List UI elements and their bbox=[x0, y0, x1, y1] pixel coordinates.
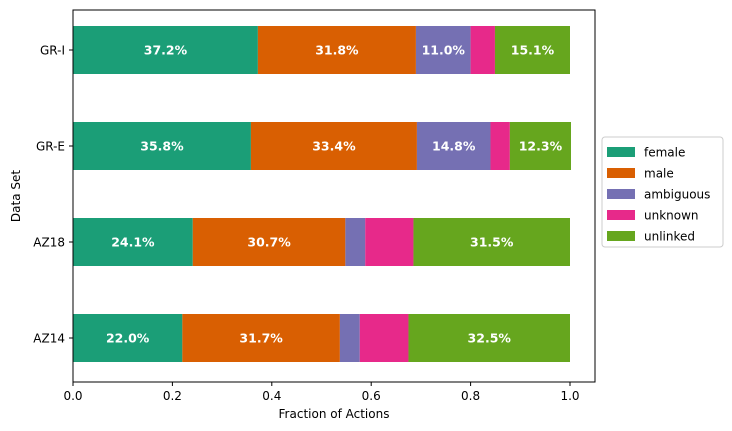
bar-label-unlinked-GR-E: 12.3% bbox=[519, 139, 563, 154]
legend-swatch-ambiguous bbox=[607, 189, 635, 199]
legend-label-male: male bbox=[644, 167, 674, 181]
bar-label-male-GR-I: 31.8% bbox=[315, 43, 359, 58]
x-axis-label: Fraction of Actions bbox=[279, 407, 390, 421]
bar-segment-unknown-GR-E bbox=[490, 122, 510, 170]
x-tick-label: 1.0 bbox=[560, 389, 579, 403]
bar-segment-ambiguous-AZ14 bbox=[339, 314, 360, 362]
legend-swatch-unknown bbox=[607, 210, 635, 220]
bar-label-male-AZ14: 31.7% bbox=[239, 331, 283, 346]
legend-swatch-female bbox=[607, 147, 635, 157]
bar-label-unlinked-AZ18: 31.5% bbox=[470, 235, 514, 250]
bar-label-unlinked-AZ14: 32.5% bbox=[468, 331, 512, 346]
bar-segment-unlinked-AZ18 bbox=[413, 218, 570, 266]
bars-group bbox=[73, 26, 571, 362]
bar-segment-unlinked-AZ14 bbox=[408, 314, 570, 362]
bar-segment-unknown-AZ18 bbox=[365, 218, 414, 266]
bar-segment-unknown-AZ14 bbox=[359, 314, 409, 362]
bar-label-ambiguous-GR-I: 11.0% bbox=[422, 43, 466, 58]
y-axis-label: Data Set bbox=[9, 170, 23, 222]
y-tick-label: GR-E bbox=[36, 140, 65, 154]
bar-segment-female-GR-I bbox=[73, 26, 258, 74]
legend-label-unknown: unknown bbox=[644, 209, 699, 223]
legend-label-female: female bbox=[644, 146, 685, 160]
x-tick-label: 0.6 bbox=[362, 389, 381, 403]
bar-label-female-GR-I: 37.2% bbox=[144, 43, 188, 58]
bar-segment-female-GR-E bbox=[73, 122, 251, 170]
bar-segment-ambiguous-GR-I bbox=[415, 26, 471, 74]
bar-segment-male-GR-E bbox=[250, 122, 417, 170]
bar-segment-male-GR-I bbox=[257, 26, 416, 74]
y-tick-label: GR-I bbox=[40, 44, 65, 58]
y-tick-label: AZ18 bbox=[33, 236, 65, 250]
x-tick-label: 0.8 bbox=[461, 389, 480, 403]
legend: female male ambiguous unknown unlinked bbox=[601, 136, 724, 248]
legend-label-ambiguous: ambiguous bbox=[644, 188, 710, 202]
x-axis-ticks: 0.0 0.2 0.4 0.6 0.8 1.0 bbox=[63, 382, 580, 403]
bar-label-female-AZ14: 22.0% bbox=[106, 331, 150, 346]
x-tick-label: 0.4 bbox=[262, 389, 281, 403]
bar-label-ambiguous-GR-E: 14.8% bbox=[432, 139, 476, 154]
bar-segment-ambiguous-GR-E bbox=[416, 122, 491, 170]
bar-segment-unlinked-GR-E bbox=[509, 122, 571, 170]
bar-segment-ambiguous-AZ18 bbox=[345, 218, 366, 266]
bar-label-male-AZ18: 30.7% bbox=[247, 235, 291, 250]
bar-label-unlinked-GR-I: 15.1% bbox=[511, 43, 555, 58]
bar-label-male-GR-E: 33.4% bbox=[312, 139, 356, 154]
plot-frame bbox=[72, 9, 596, 383]
x-tick-label: 0.2 bbox=[163, 389, 182, 403]
bar-segment-female-AZ18 bbox=[73, 218, 193, 266]
x-tick-label: 0.0 bbox=[63, 389, 82, 403]
bar-label-female-AZ18: 24.1% bbox=[111, 235, 155, 250]
legend-swatch-unlinked bbox=[607, 231, 635, 241]
bar-segment-male-AZ18 bbox=[192, 218, 346, 266]
legend-label-unlinked: unlinked bbox=[644, 230, 695, 244]
bar-segment-unlinked-GR-I bbox=[494, 26, 570, 74]
bar-label-female-GR-E: 35.8% bbox=[140, 139, 184, 154]
bar-segment-male-AZ14 bbox=[182, 314, 340, 362]
bar-segment-unknown-GR-I bbox=[470, 26, 495, 74]
y-axis-ticks: GR-I GR-E AZ18 AZ14 bbox=[33, 44, 73, 346]
bar-labels-group: 37.2% 31.8% 11.0% 15.1% 35.8% 33.4% 14.8% 12.3%… bbox=[106, 43, 563, 346]
legend-swatch-male bbox=[607, 168, 635, 178]
bar-segment-female-AZ14 bbox=[73, 314, 183, 362]
y-tick-label: AZ14 bbox=[33, 332, 65, 346]
